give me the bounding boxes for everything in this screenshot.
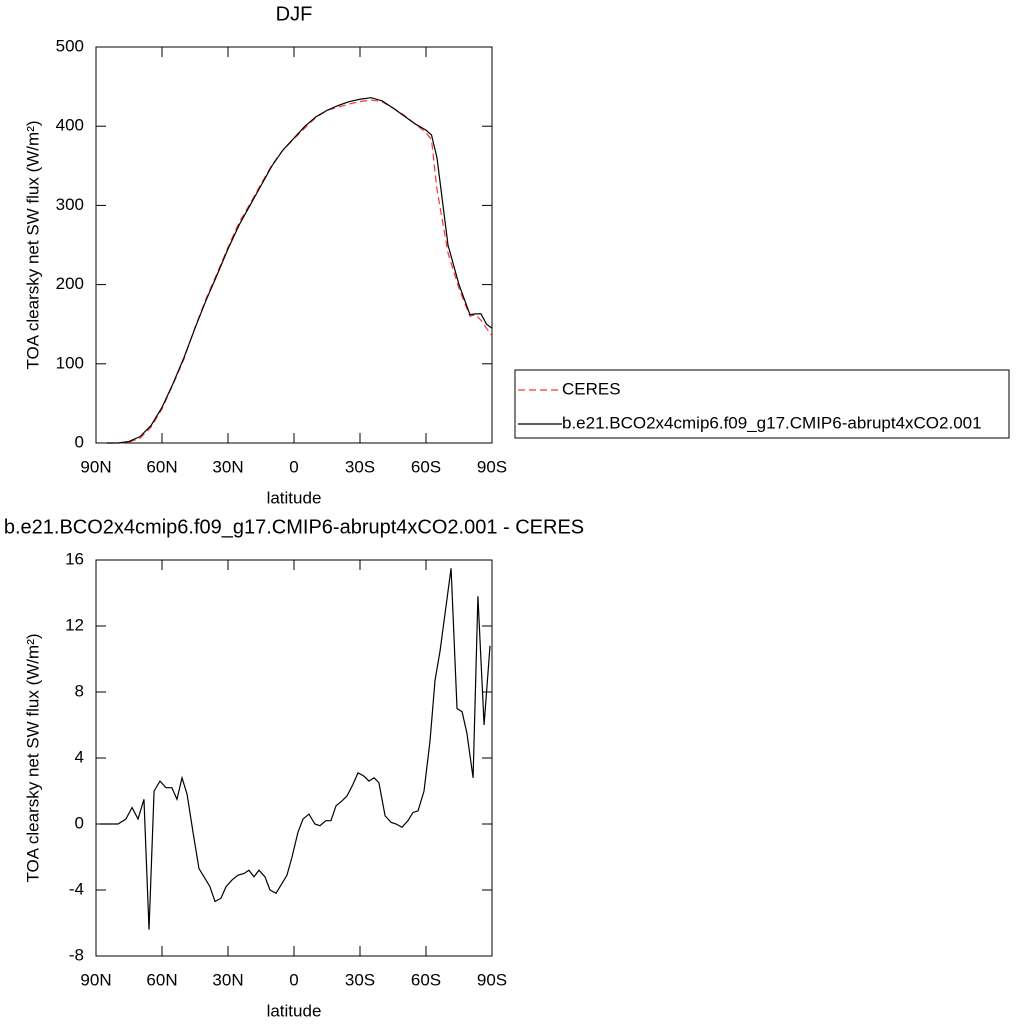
x-tick-label: 60S	[411, 457, 441, 476]
y-axis-label: TOA clearsky net SW flux (W/m²)	[23, 633, 42, 882]
chart-title: b.e21.BCO2x4cmip6.f09_g17.CMIP6-abrupt4x…	[4, 516, 584, 538]
y-tick-label: 16	[65, 549, 84, 568]
x-tick-label: 90N	[80, 457, 111, 476]
x-tick-label: 30S	[345, 970, 375, 989]
y-tick-label: 400	[56, 116, 84, 135]
x-tick-label: 90S	[477, 970, 507, 989]
y-tick-label: 0	[75, 813, 84, 832]
x-tick-label: 60N	[146, 970, 177, 989]
x-tick-label: 60N	[146, 457, 177, 476]
x-tick-label: 60S	[411, 970, 441, 989]
plot-frame	[95, 46, 493, 444]
y-tick-label: 300	[56, 195, 84, 214]
x-axis-label: latitude	[267, 1001, 322, 1020]
plot-frame	[95, 559, 493, 957]
x-tick-label: 90S	[477, 457, 507, 476]
y-tick-label: 500	[56, 36, 84, 55]
legend-label: b.e21.BCO2x4cmip6.f09_g17.CMIP6-abrupt4x…	[562, 413, 982, 432]
x-tick-label: 90N	[80, 970, 111, 989]
y-tick-label: 8	[75, 681, 84, 700]
line	[99, 568, 491, 930]
y-tick-label: 100	[56, 353, 84, 372]
chart-title: DJF	[276, 3, 313, 25]
y-tick-label: -8	[69, 945, 84, 964]
x-axis-label: latitude	[267, 488, 322, 507]
x-tick-label: 30S	[345, 457, 375, 476]
y-tick-label: 0	[75, 432, 84, 451]
x-tick-label: 30N	[212, 970, 243, 989]
y-axis-label: TOA clearsky net SW flux (W/m²)	[23, 120, 42, 369]
legend-box	[514, 369, 1010, 439]
x-tick-label: 0	[289, 457, 298, 476]
line	[107, 99, 493, 444]
y-tick-label: 4	[75, 747, 84, 766]
y-tick-label: 12	[65, 615, 84, 634]
line	[107, 97, 493, 444]
x-tick-label: 30N	[212, 457, 243, 476]
y-tick-label: -4	[69, 879, 84, 898]
x-tick-label: 0	[289, 970, 298, 989]
legend-label: CERES	[562, 379, 621, 398]
y-tick-label: 200	[56, 274, 84, 293]
